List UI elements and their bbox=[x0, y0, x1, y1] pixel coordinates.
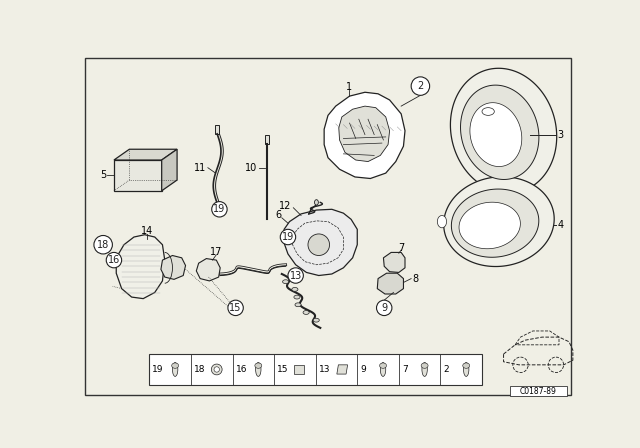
Ellipse shape bbox=[303, 310, 309, 314]
Text: 7: 7 bbox=[398, 243, 404, 253]
Ellipse shape bbox=[422, 362, 428, 376]
Ellipse shape bbox=[380, 362, 386, 376]
Polygon shape bbox=[378, 273, 403, 294]
Polygon shape bbox=[339, 106, 390, 162]
Text: 15: 15 bbox=[277, 365, 289, 374]
Ellipse shape bbox=[314, 200, 318, 205]
Polygon shape bbox=[451, 189, 539, 257]
Polygon shape bbox=[161, 255, 186, 280]
Polygon shape bbox=[470, 103, 522, 167]
Ellipse shape bbox=[482, 108, 494, 116]
Text: 13: 13 bbox=[319, 365, 330, 374]
Polygon shape bbox=[337, 365, 348, 374]
Polygon shape bbox=[459, 202, 520, 249]
Ellipse shape bbox=[463, 362, 469, 376]
Ellipse shape bbox=[421, 363, 428, 368]
Bar bbox=[265, 134, 269, 144]
Ellipse shape bbox=[255, 363, 262, 368]
Ellipse shape bbox=[380, 363, 387, 368]
Circle shape bbox=[280, 229, 296, 245]
Bar bbox=[509, 386, 566, 396]
Text: 17: 17 bbox=[210, 247, 223, 258]
Text: 18: 18 bbox=[97, 240, 109, 250]
Polygon shape bbox=[284, 209, 357, 276]
Text: 9: 9 bbox=[381, 303, 387, 313]
Bar bbox=[294, 365, 305, 374]
Bar bbox=[149, 354, 482, 385]
Text: 4: 4 bbox=[557, 220, 564, 230]
Text: 13: 13 bbox=[289, 271, 302, 280]
Circle shape bbox=[376, 300, 392, 315]
Circle shape bbox=[106, 252, 122, 268]
Ellipse shape bbox=[172, 362, 178, 376]
Text: 12: 12 bbox=[280, 201, 292, 211]
Ellipse shape bbox=[283, 280, 289, 284]
Text: 14: 14 bbox=[141, 226, 153, 236]
Ellipse shape bbox=[255, 362, 261, 376]
Ellipse shape bbox=[313, 318, 319, 322]
Ellipse shape bbox=[294, 295, 300, 299]
Text: 8: 8 bbox=[413, 274, 419, 284]
Text: 7: 7 bbox=[402, 365, 408, 374]
Text: 6: 6 bbox=[275, 211, 281, 220]
Polygon shape bbox=[196, 258, 220, 281]
Text: 19: 19 bbox=[213, 204, 225, 214]
Text: C0187-89: C0187-89 bbox=[520, 387, 557, 396]
Circle shape bbox=[308, 234, 330, 255]
Text: 11: 11 bbox=[194, 163, 206, 173]
Polygon shape bbox=[114, 160, 162, 191]
Ellipse shape bbox=[463, 363, 470, 368]
Ellipse shape bbox=[292, 288, 298, 291]
Polygon shape bbox=[116, 235, 164, 299]
Polygon shape bbox=[461, 85, 539, 180]
Ellipse shape bbox=[214, 367, 220, 372]
Ellipse shape bbox=[437, 215, 447, 228]
Text: 19: 19 bbox=[282, 232, 294, 242]
Text: 16: 16 bbox=[108, 255, 120, 265]
Ellipse shape bbox=[172, 363, 179, 368]
Text: 18: 18 bbox=[194, 365, 205, 374]
Text: 1: 1 bbox=[346, 82, 352, 92]
Polygon shape bbox=[451, 68, 557, 193]
Ellipse shape bbox=[295, 303, 301, 307]
Polygon shape bbox=[383, 252, 405, 272]
Text: 5: 5 bbox=[100, 170, 106, 181]
Text: 15: 15 bbox=[229, 303, 242, 313]
Text: 16: 16 bbox=[236, 365, 247, 374]
Circle shape bbox=[228, 300, 243, 315]
Polygon shape bbox=[114, 149, 177, 160]
Text: 3: 3 bbox=[557, 129, 564, 140]
Polygon shape bbox=[324, 92, 405, 178]
Circle shape bbox=[212, 202, 227, 217]
Text: 2: 2 bbox=[444, 365, 449, 374]
Ellipse shape bbox=[211, 364, 222, 375]
Polygon shape bbox=[162, 149, 177, 191]
Bar bbox=[215, 125, 220, 134]
Text: 9: 9 bbox=[360, 365, 366, 374]
Circle shape bbox=[94, 236, 113, 254]
Circle shape bbox=[288, 268, 303, 283]
Text: 2: 2 bbox=[417, 81, 424, 91]
Circle shape bbox=[411, 77, 429, 95]
Text: 10: 10 bbox=[245, 163, 257, 173]
Text: 19: 19 bbox=[152, 365, 164, 374]
Polygon shape bbox=[444, 177, 554, 267]
